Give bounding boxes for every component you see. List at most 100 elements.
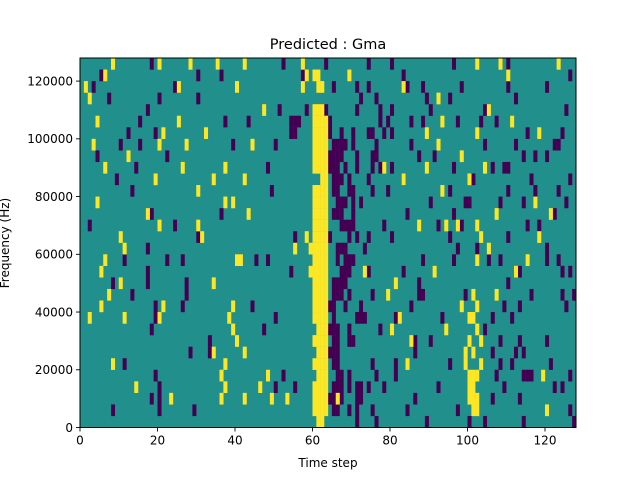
heatmap-cell-low <box>355 415 360 428</box>
heatmap-cell-high <box>300 58 305 70</box>
heatmap-cell-low <box>568 369 573 382</box>
heatmap-cell-high <box>324 288 329 301</box>
heatmap-cell-low <box>366 127 371 139</box>
heatmap-cell-low <box>145 104 150 116</box>
x-tick-label: 40 <box>227 434 242 448</box>
heatmap-cell-high <box>401 81 406 93</box>
heatmap-cell-low <box>405 208 410 220</box>
heatmap-cell-low <box>448 358 453 370</box>
heatmap-cell-high <box>320 127 325 139</box>
heatmap-cell-high <box>320 242 325 255</box>
heatmap-cell-low <box>514 92 519 105</box>
heatmap-cell-high <box>223 381 228 394</box>
heatmap-cell-low <box>328 161 333 174</box>
heatmap-cell-low <box>335 150 340 163</box>
heatmap-cell-low <box>335 381 340 394</box>
heatmap-cell-low <box>568 69 573 82</box>
heatmap-cell-high <box>324 404 329 417</box>
heatmap-cell-high <box>122 312 127 324</box>
heatmap-cell-high <box>320 369 325 382</box>
heatmap-cell-low <box>355 381 360 394</box>
heatmap-cell-low <box>572 415 577 428</box>
heatmap-cell-high <box>223 196 228 209</box>
heatmap-cell-low <box>335 185 340 197</box>
heatmap-cell-low <box>459 219 464 232</box>
heatmap-cell-high <box>324 277 329 290</box>
heatmap-cell-high <box>475 369 480 382</box>
heatmap-cell-low <box>452 208 457 220</box>
heatmap-cell-high <box>417 219 422 232</box>
heatmap-cell-high <box>250 138 255 151</box>
x-tick-label: 20 <box>150 434 165 448</box>
heatmap-cell-low <box>386 115 391 128</box>
heatmap-cell-low <box>378 104 383 116</box>
heatmap-cell-high <box>316 346 321 359</box>
heatmap-cell-low <box>324 58 329 70</box>
heatmap-cell-low <box>424 92 429 105</box>
heatmap-cell-high <box>312 69 317 82</box>
heatmap-cell-low <box>118 138 123 151</box>
heatmap-cell-high <box>320 381 325 394</box>
heatmap-cell-low <box>262 323 267 336</box>
y-tick-label: 0 <box>65 421 73 435</box>
heatmap-cell-low <box>351 208 356 220</box>
heatmap-cell-high <box>320 346 325 359</box>
heatmap-cell-low <box>331 323 336 336</box>
heatmap-cell-low <box>362 312 367 324</box>
heatmap-cell-low <box>390 58 395 70</box>
heatmap-cell-low <box>219 208 224 220</box>
heatmap-cell-low <box>335 323 340 336</box>
heatmap-cell-low <box>506 81 511 93</box>
heatmap-cell-low <box>506 185 511 197</box>
heatmap-cell-low <box>452 58 457 70</box>
heatmap-cell-low <box>359 300 364 313</box>
heatmap-cell-low <box>355 81 360 93</box>
heatmap-cell-low <box>335 288 340 301</box>
heatmap-cell-low <box>331 392 336 405</box>
heatmap-cell-high <box>324 173 329 186</box>
heatmap-cell-low <box>339 392 344 405</box>
heatmap-cell-high <box>467 369 472 382</box>
heatmap-cell-high <box>188 58 193 70</box>
heatmap-cell-low <box>564 104 569 116</box>
heatmap-cell-low <box>351 185 356 197</box>
heatmap-cell-high <box>242 346 247 359</box>
heatmap-cell-high <box>316 150 321 163</box>
heatmap-cell-high <box>204 127 209 139</box>
heatmap-cell-high <box>424 161 429 174</box>
heatmap-cell-low <box>339 277 344 290</box>
x-tick-label: 80 <box>382 434 397 448</box>
heatmap-cell-high <box>320 265 325 278</box>
heatmap-cell-high <box>324 185 329 197</box>
heatmap-cell-low <box>366 81 371 93</box>
heatmap-cell-low <box>359 92 364 105</box>
heatmap-cell-high <box>316 265 321 278</box>
heatmap-cell-low <box>328 346 333 359</box>
heatmap-cell-high <box>157 219 162 232</box>
heatmap-cell-low <box>401 265 406 278</box>
heatmap-cell-low <box>343 265 348 278</box>
heatmap-cell-high <box>312 242 317 255</box>
heatmap-cell-high <box>308 242 313 255</box>
heatmap-cell-low <box>111 404 116 417</box>
heatmap-cell-low <box>331 81 336 93</box>
heatmap-cell-low <box>335 346 340 359</box>
heatmap-cell-low <box>486 254 491 266</box>
heatmap-cell-low <box>545 254 550 266</box>
heatmap-cell-low <box>560 381 565 394</box>
heatmap-cell-high <box>324 231 329 243</box>
heatmap-cell-high <box>95 115 100 128</box>
heatmap-cell-low <box>529 173 534 186</box>
heatmap-cell-low <box>355 150 360 163</box>
heatmap-cell-low <box>347 219 352 232</box>
heatmap-cell-high <box>514 265 519 278</box>
heatmap-cell-low <box>331 358 336 370</box>
heatmap-cell-low <box>343 161 348 174</box>
heatmap-cell-low <box>452 161 457 174</box>
heatmap-cell-low <box>289 265 294 278</box>
heatmap-cell-high <box>211 346 216 359</box>
heatmap-cell-high <box>324 127 329 139</box>
heatmap-cell-low <box>331 185 336 197</box>
heatmap-cell-low <box>355 161 360 174</box>
heatmap-cell-low <box>335 404 340 417</box>
